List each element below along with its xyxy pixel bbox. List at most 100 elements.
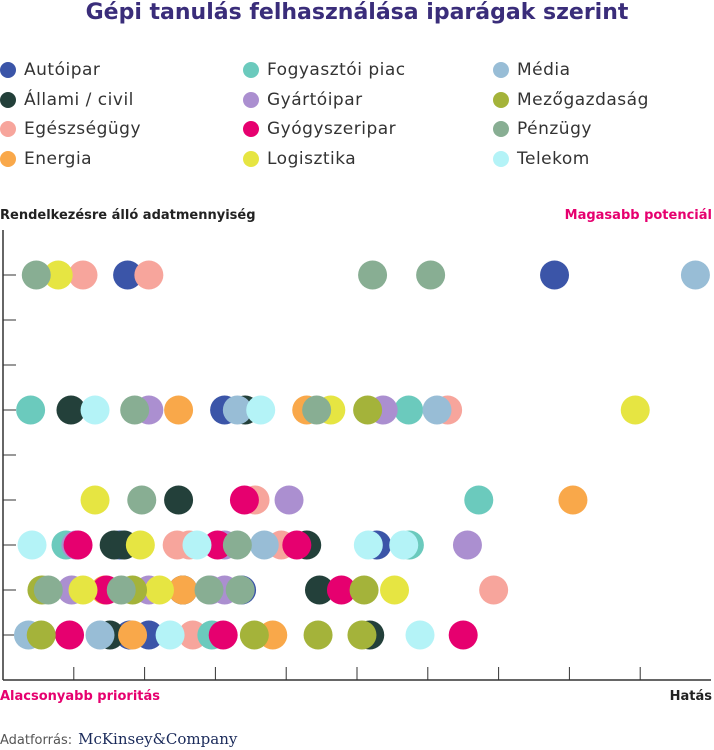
data-point [558, 485, 588, 515]
legend-swatch [243, 121, 259, 137]
data-point [422, 395, 452, 425]
legend-item: Egészségügy [0, 117, 141, 141]
top-right-annotation: Magasabb potenciál [564, 208, 712, 223]
legend-item: Autóipar [0, 58, 100, 82]
data-point [302, 395, 332, 425]
data-point [229, 485, 259, 515]
legend-swatch [493, 62, 509, 78]
legend-item: Média [493, 58, 571, 82]
data-point [347, 620, 377, 650]
data-point [282, 530, 312, 560]
legend-label: Gyártóipar [267, 89, 363, 110]
data-point [452, 530, 482, 560]
data-point [203, 530, 233, 560]
data-point [85, 620, 115, 650]
data-point [540, 260, 570, 290]
data-point [134, 260, 164, 290]
legend-swatch [0, 91, 16, 108]
data-point [389, 530, 419, 560]
data-point [120, 395, 150, 425]
data-point [118, 620, 148, 650]
mckinsey-logo: McKinsey&Company [78, 730, 238, 748]
legend: Autóipar Állami / civil Egészségügy Energia… [0, 58, 714, 178]
data-point [106, 575, 136, 605]
legend-label: Logisztika [267, 148, 357, 169]
data-point [194, 575, 224, 605]
data-point [68, 575, 98, 605]
data-point [113, 260, 143, 290]
legend-item: Fogyasztói piac [243, 58, 406, 82]
data-point [168, 575, 198, 605]
x-axis-label: Hatás [669, 689, 712, 704]
data-point [249, 530, 279, 560]
legend-swatch [0, 150, 16, 167]
legend-swatch [493, 121, 509, 137]
legend-item: Telekom [493, 147, 590, 171]
legend-item: Energia [0, 147, 92, 171]
data-point [21, 260, 51, 290]
legend-swatch [243, 150, 259, 167]
data-point [394, 395, 424, 425]
data-point [405, 620, 435, 650]
data-point [358, 260, 388, 290]
data-point [125, 530, 155, 560]
legend-swatch [0, 121, 16, 137]
data-point [33, 575, 63, 605]
data-point [464, 485, 494, 515]
data-point [208, 620, 238, 650]
legend-label: Energia [24, 148, 93, 169]
legend-item: Mezőgazdaság [493, 88, 649, 112]
legend-label: Mezőgazdaság [517, 89, 649, 110]
source-line: Adatforrás: McKinsey&Company [0, 730, 237, 748]
data-point [680, 260, 710, 290]
legend-item: Pénzügy [493, 117, 592, 141]
data-point [155, 620, 185, 650]
data-point [353, 530, 383, 560]
data-point [68, 260, 98, 290]
data-point [416, 260, 446, 290]
data-point [380, 575, 410, 605]
y-axis-label: Rendelkezésre álló adatmennyiség [0, 208, 256, 223]
data-point [80, 395, 110, 425]
data-point [17, 530, 47, 560]
legend-swatch [493, 150, 509, 167]
legend-label: Telekom [517, 148, 590, 169]
data-point [303, 620, 333, 650]
data-point [164, 395, 194, 425]
data-point [16, 395, 46, 425]
legend-label: Média [517, 60, 571, 80]
source-label: Adatforrás: [0, 733, 73, 748]
data-point [349, 575, 379, 605]
data-point [225, 575, 255, 605]
legend-label: Egészségügy [24, 119, 142, 139]
data-point [26, 620, 56, 650]
data-point [304, 575, 334, 605]
legend-item: Gyógyszeripar [243, 117, 396, 141]
data-point [620, 395, 650, 425]
data-point [222, 530, 252, 560]
data-point [274, 485, 304, 515]
bottom-left-annotation: Alacsonyabb prioritás [0, 689, 160, 704]
legend-label: Gyógyszeripar [267, 119, 397, 139]
legend-swatch [243, 91, 259, 108]
legend-swatch [493, 91, 509, 108]
data-point [127, 485, 157, 515]
legend-swatch [0, 62, 16, 78]
legend-item: Gyártóipar [243, 88, 363, 112]
data-point [448, 620, 478, 650]
data-point [164, 485, 194, 515]
data-point [80, 485, 110, 515]
data-point [182, 530, 212, 560]
data-point [222, 395, 252, 425]
legend-label: Pénzügy [517, 119, 592, 139]
data-point [144, 575, 174, 605]
data-point [63, 530, 93, 560]
legend-item: Állami / civil [0, 88, 134, 112]
legend-item: Logisztika [243, 147, 356, 171]
data-point [55, 620, 85, 650]
data-point [239, 620, 269, 650]
legend-label: Állami / civil [24, 89, 134, 110]
data-point [353, 395, 383, 425]
data-point [479, 575, 509, 605]
